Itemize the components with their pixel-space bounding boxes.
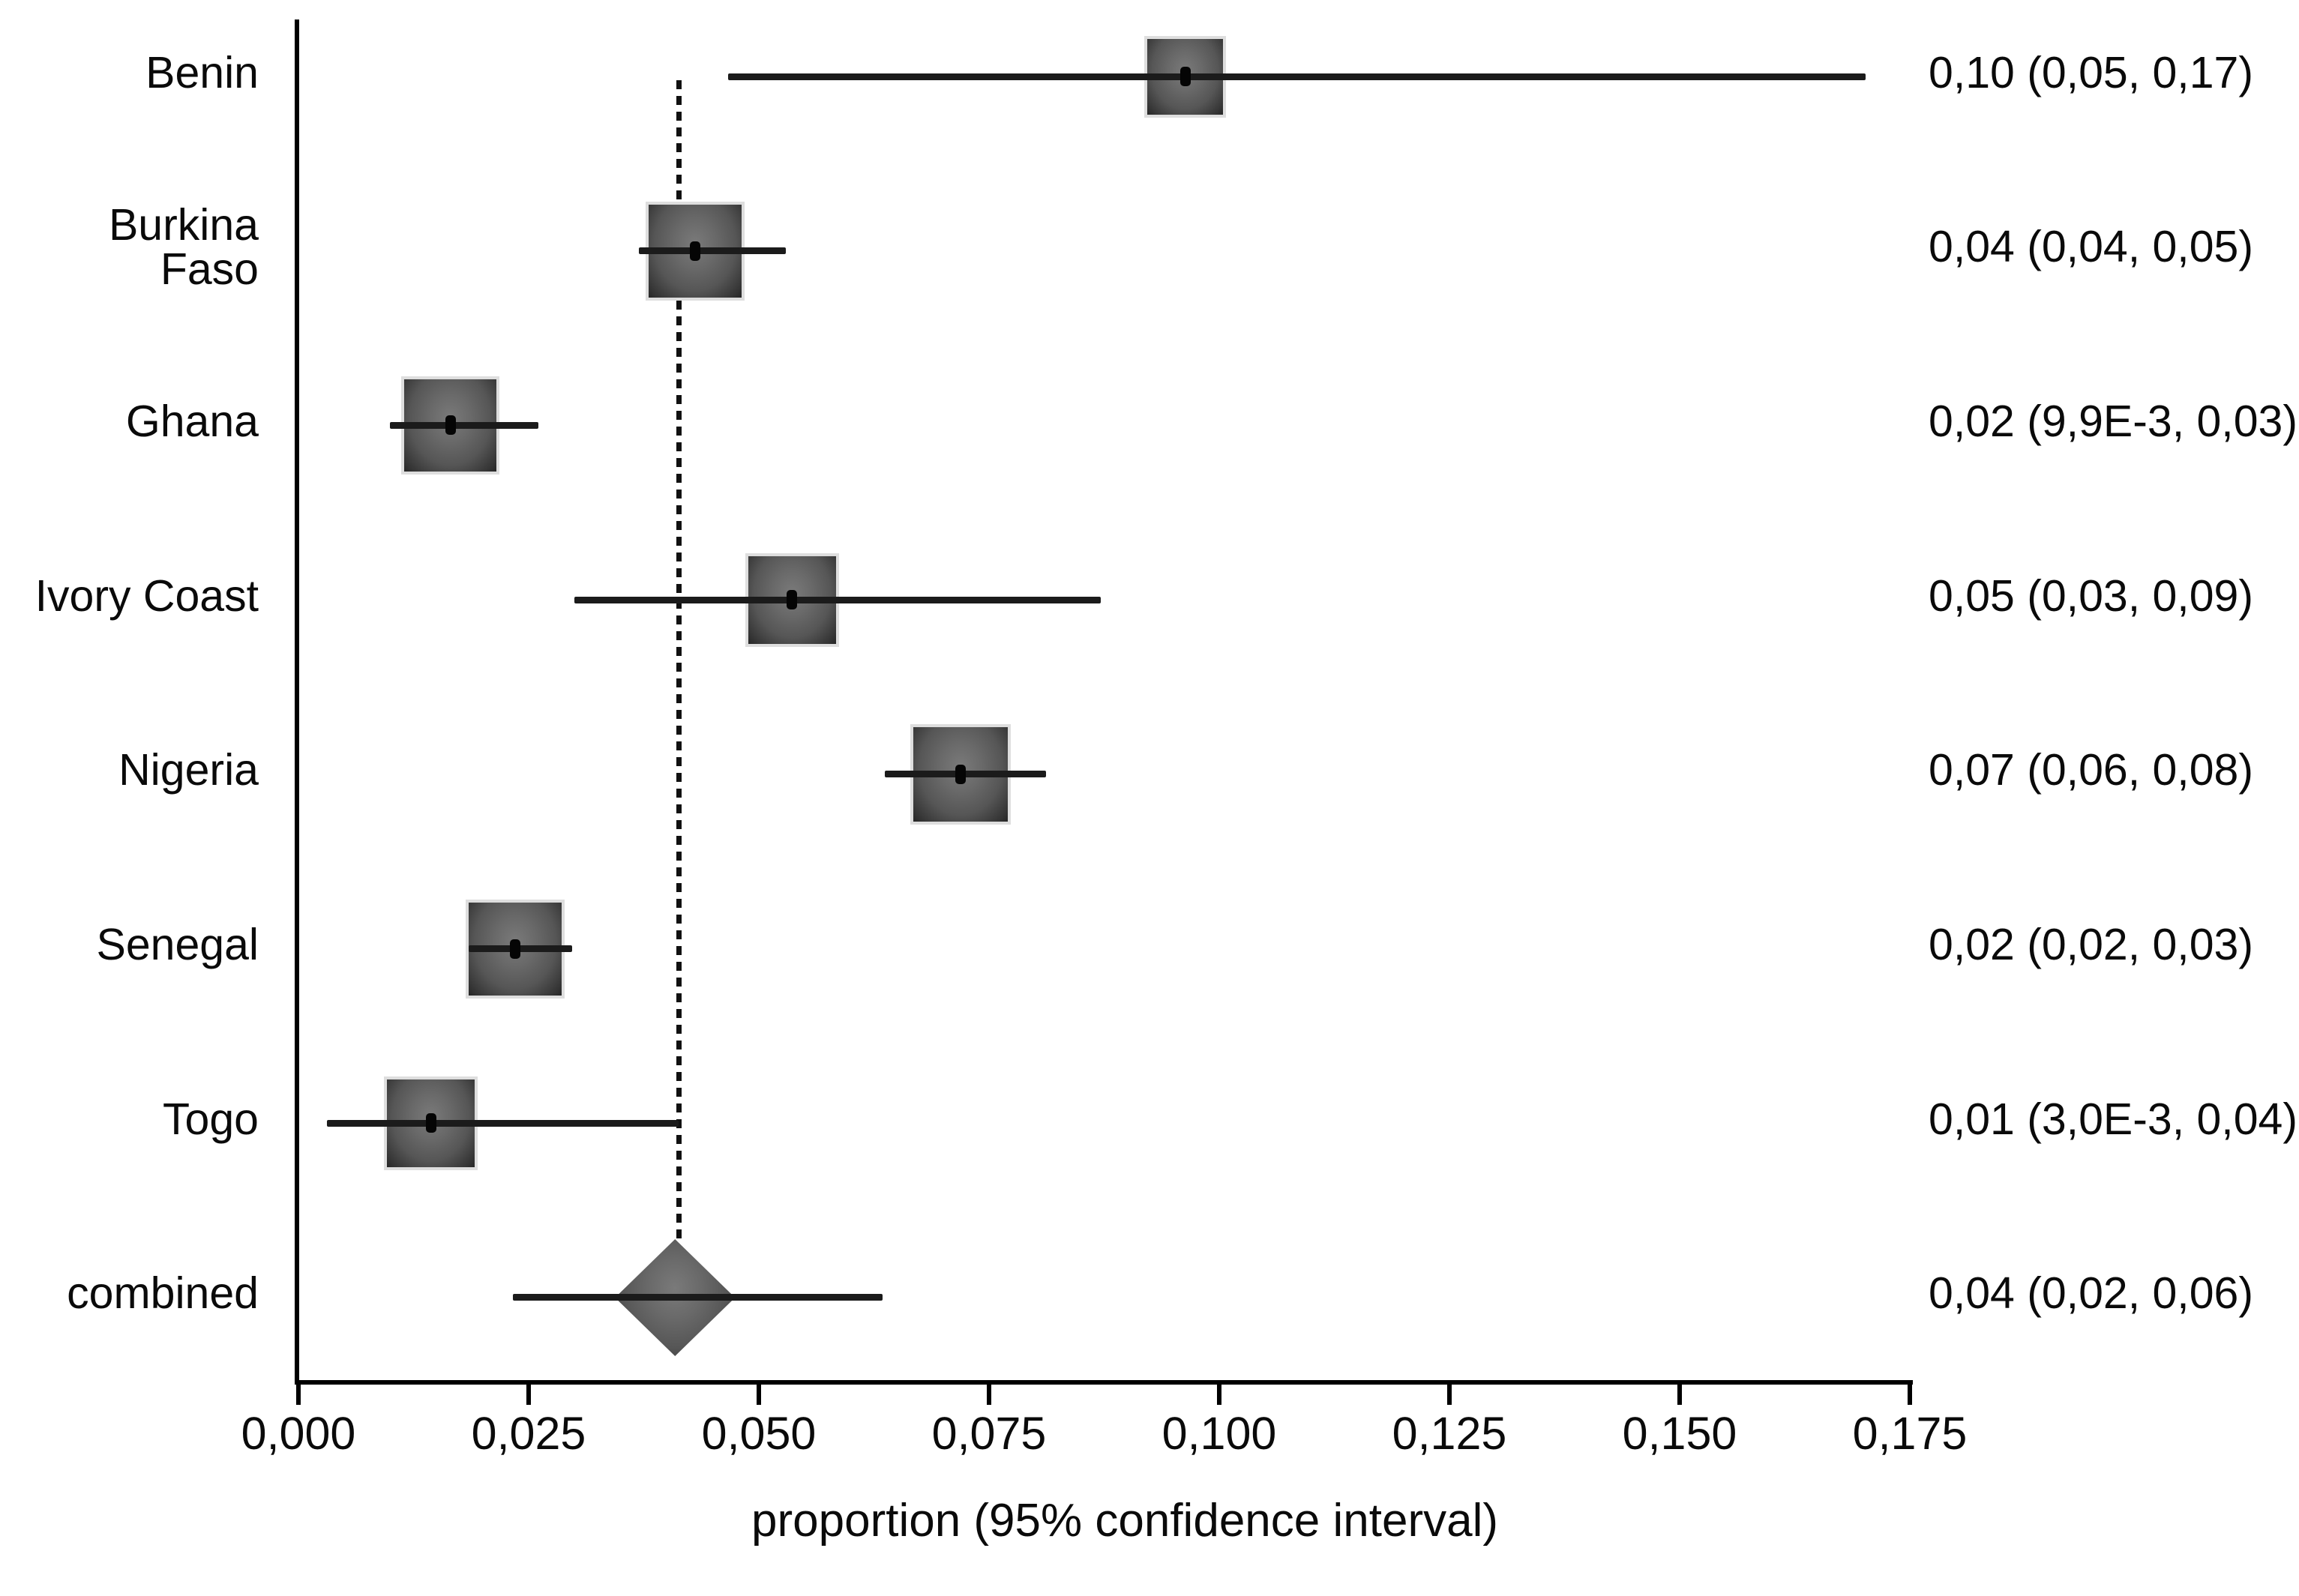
point-estimate-dot: [955, 764, 966, 784]
x-axis-line: [295, 1380, 1913, 1385]
estimate-text: 0,05 (0,03, 0,09): [1929, 570, 2253, 621]
x-tick: [1908, 1380, 1912, 1405]
x-tick-label: 0,175: [1852, 1408, 1968, 1459]
x-tick-label: 0,150: [1622, 1408, 1737, 1459]
x-tick: [757, 1380, 761, 1405]
x-tick: [1217, 1380, 1221, 1405]
x-tick: [987, 1380, 991, 1405]
x-tick-label: 0,125: [1392, 1408, 1507, 1459]
ci-line: [469, 945, 572, 953]
ci-line: [728, 73, 1866, 80]
estimate-text: 0,07 (0,06, 0,08): [1929, 745, 2253, 795]
x-tick-label: 0,025: [471, 1408, 586, 1459]
country-label: combined: [67, 1268, 259, 1319]
estimate-text: 0,02 (9,9E-3, 0,03): [1929, 396, 2298, 446]
point-estimate-dot: [509, 939, 520, 959]
ci-line: [513, 1294, 883, 1301]
country-label: Ivory Coast: [34, 570, 259, 621]
country-label: Senegal: [96, 920, 259, 970]
estimate-text: 0,10 (0,05, 0,17): [1929, 47, 2253, 97]
x-tick: [1677, 1380, 1682, 1405]
estimate-text: 0,02 (0,02, 0,03): [1929, 920, 2253, 970]
estimate-text: 0,04 (0,04, 0,05): [1929, 222, 2253, 272]
x-tick-label: 0,050: [701, 1408, 817, 1459]
country-label: Ghana: [125, 396, 259, 446]
x-tick-label: 0,100: [1161, 1408, 1277, 1459]
x-tick-label: 0,000: [241, 1408, 356, 1459]
x-tick-label: 0,075: [931, 1408, 1047, 1459]
point-estimate-dot: [445, 415, 456, 436]
point-estimate-dot: [425, 1113, 436, 1133]
estimate-text: 0,01 (3,0E-3, 0,04): [1929, 1094, 2298, 1144]
overall-estimate-dashed-line: [676, 80, 682, 1241]
x-tick: [1447, 1380, 1452, 1405]
point-estimate-dot: [1179, 67, 1191, 86]
x-tick: [296, 1380, 301, 1405]
country-label: Nigeria: [118, 745, 259, 795]
country-label: Togo: [163, 1094, 259, 1144]
x-axis-title: proportion (95% confidence interval): [751, 1495, 1498, 1547]
ci-line: [327, 1119, 679, 1127]
ci-line: [639, 247, 786, 255]
y-axis-line: [295, 19, 299, 1385]
ci-line: [574, 596, 1101, 603]
estimate-text: 0,04 (0,02, 0,06): [1929, 1268, 2253, 1319]
country-label: Benin: [145, 47, 259, 97]
x-tick: [526, 1380, 531, 1405]
point-estimate-dot: [787, 590, 798, 610]
point-estimate-dot: [690, 241, 701, 261]
ci-line: [389, 421, 539, 429]
